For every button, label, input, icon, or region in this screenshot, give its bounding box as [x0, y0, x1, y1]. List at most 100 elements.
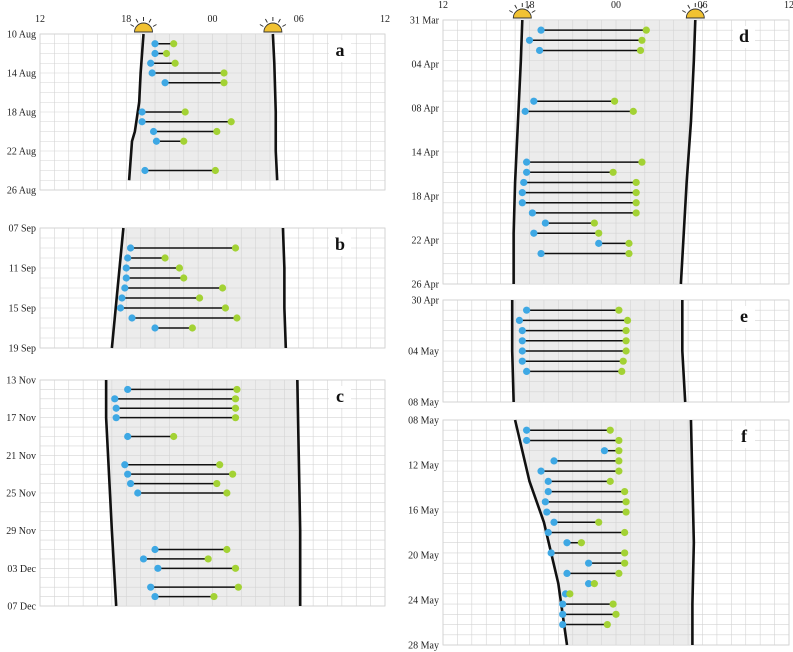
- event-end-point: [227, 118, 235, 126]
- event-start-point: [141, 166, 149, 175]
- event-end-point: [638, 36, 646, 44]
- sun-ray: [700, 4, 704, 9]
- event-end-point: [181, 108, 189, 116]
- night-region: [129, 34, 278, 181]
- event-end-point: [233, 385, 241, 394]
- event-start-point: [121, 284, 129, 292]
- event-end-point: [622, 498, 630, 506]
- sunrise-line: [679, 19, 697, 285]
- y-tick-label: 16 May: [408, 506, 439, 517]
- event-end-point: [603, 620, 611, 629]
- event-start-point: [124, 385, 132, 394]
- event-end-point: [204, 555, 212, 563]
- event-start-point: [518, 357, 526, 365]
- x-tick-label: 12: [438, 0, 448, 11]
- sunset-line: [104, 380, 118, 607]
- event-end-point: [621, 549, 629, 557]
- event-start-point: [544, 477, 552, 485]
- event-end-point: [216, 461, 224, 469]
- event-end-point: [622, 337, 630, 345]
- event-end-point: [612, 610, 620, 618]
- panel-d: 31 Mar 04 Apr 08 Apr 14 Apr 18 Apr 22 Apr 26 A…: [410, 0, 793, 291]
- panel-label: a: [336, 40, 345, 60]
- y-tick-label: 04 Apr: [412, 60, 440, 71]
- event-end-point: [161, 254, 169, 262]
- sun-ray: [282, 24, 287, 27]
- event-end-point: [622, 327, 630, 335]
- y-tick-label: 07 Sep: [9, 224, 37, 235]
- event-end-point: [625, 249, 633, 258]
- event-start-point: [134, 489, 142, 497]
- event-end-point: [234, 583, 242, 591]
- y-tick-label: 17 Nov: [6, 413, 36, 424]
- event-end-point: [233, 314, 241, 322]
- x-tick-label: 00: [611, 0, 621, 11]
- sunrise-line: [271, 33, 279, 181]
- event-start-point: [149, 127, 158, 136]
- event-end-point: [231, 244, 240, 252]
- panel-label-bg: [329, 234, 351, 256]
- sunset-line: [512, 19, 524, 284]
- x-tick-label: 06: [294, 14, 304, 25]
- y-tick-label: 24 May: [408, 596, 439, 607]
- panel-a: 10 Aug 14 Aug 18 Aug 22 Aug 26 Aug 12 18 00 06 12…: [7, 14, 390, 197]
- panel-label-bg: [733, 306, 755, 328]
- event-end-point: [606, 477, 614, 485]
- sunrise-line: [681, 300, 687, 403]
- panel-label-bg: [329, 40, 351, 62]
- event-end-point: [229, 470, 237, 478]
- event-start-point: [521, 107, 529, 115]
- event-end-point: [590, 580, 598, 588]
- event-end-point: [231, 414, 240, 422]
- y-tick-label: 07 Dec: [7, 602, 36, 613]
- sunset-line: [110, 227, 125, 349]
- event-end-point: [621, 559, 629, 567]
- event-end-point: [615, 457, 623, 465]
- event-start-point: [126, 479, 135, 488]
- event-end-point: [175, 264, 184, 272]
- event-end-point: [632, 199, 640, 207]
- y-tick-label: 18 Apr: [412, 192, 440, 203]
- sunrise-line: [296, 379, 302, 606]
- event-start-point: [550, 518, 558, 526]
- event-start-point: [520, 178, 528, 187]
- y-tick-label: 22 Aug: [7, 147, 36, 158]
- event-start-point: [111, 395, 119, 403]
- event-start-point: [124, 432, 132, 441]
- event-end-point: [210, 592, 218, 601]
- sun-icon: [259, 17, 287, 33]
- sun-ray: [277, 18, 281, 23]
- event-start-point: [530, 229, 538, 237]
- panel-c: 13 Nov 17 Nov 21 Nov 25 Nov 29 Nov 03 Dec 07 D…: [6, 376, 386, 613]
- event-end-point: [632, 209, 640, 217]
- sun-icon: [682, 3, 709, 19]
- event-end-point: [595, 229, 603, 237]
- event-end-point: [590, 219, 598, 227]
- event-start-point: [518, 189, 526, 197]
- sun-ray: [135, 18, 139, 23]
- panel-label: d: [739, 26, 749, 46]
- sun-icon-body: [134, 22, 153, 33]
- sun-ray: [704, 10, 709, 13]
- event-start-point: [124, 254, 132, 262]
- event-end-point: [231, 564, 240, 572]
- sunset-line: [127, 33, 145, 181]
- y-tick-label: 28 May: [408, 641, 439, 652]
- event-end-point: [621, 528, 629, 537]
- event-start-point: [559, 600, 567, 608]
- event-start-point: [118, 294, 126, 302]
- event-end-point: [220, 79, 228, 87]
- panel-label: f: [741, 426, 748, 446]
- y-tick-label: 10 Aug: [7, 30, 36, 41]
- event-end-point: [615, 467, 623, 475]
- panel-label-bg: [733, 426, 755, 448]
- event-start-point: [600, 447, 609, 455]
- y-tick-label: 30 Apr: [412, 296, 440, 307]
- y-tick-label: 20 May: [408, 551, 439, 562]
- event-end-point: [610, 97, 619, 105]
- panel-f: 08 May 12 May 16 May 20 May 24 May 28 May f: [408, 416, 790, 652]
- x-tick-label: 18: [121, 14, 131, 25]
- x-tick-label: 12: [784, 0, 793, 11]
- event-end-point: [621, 487, 629, 496]
